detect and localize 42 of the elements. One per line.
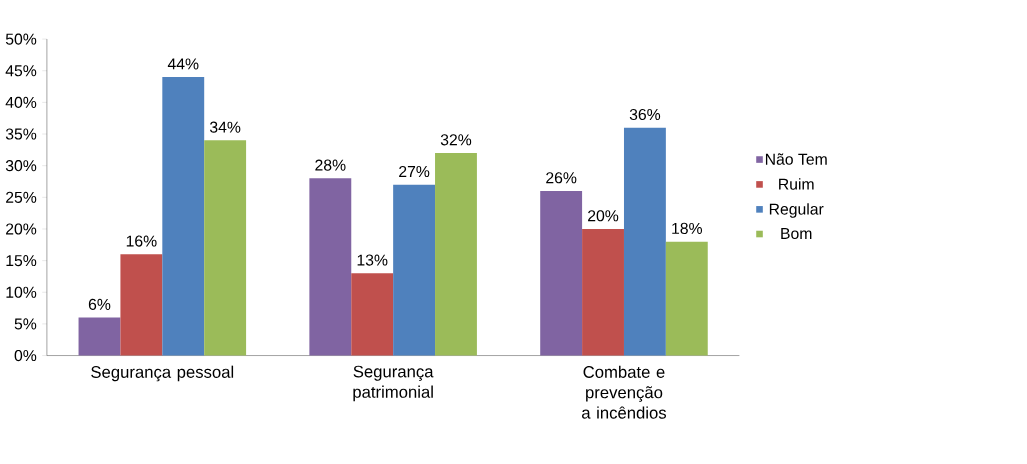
bar (351, 273, 394, 356)
legend-label: Bom (781, 227, 812, 239)
bar (78, 317, 121, 356)
y-tick-label: 10% (6, 286, 37, 298)
bar (435, 152, 477, 356)
bar (665, 241, 708, 356)
bar (120, 254, 163, 356)
y-tick-label: 15% (6, 254, 37, 266)
x-tick-label: Segurança patrimonial (353, 365, 434, 401)
bar (393, 184, 436, 356)
y-tick-label: 5% (14, 318, 37, 330)
legend-label: Ruim (779, 177, 814, 190)
data-label: 18% (672, 222, 703, 234)
data-label: 44% (167, 58, 199, 70)
y-tick-label: 40% (5, 96, 37, 108)
y-tick-label: 0% (14, 349, 37, 361)
y-tick-label: 25% (6, 191, 37, 203)
y-tick-label: 30% (5, 159, 37, 172)
data-label: 32% (440, 134, 472, 146)
legend-label: Não Tem (765, 153, 827, 165)
data-label: 27% (399, 165, 430, 177)
data-label: 16% (126, 235, 157, 247)
data-label: 13% (357, 254, 388, 266)
bar (540, 190, 583, 356)
x-tick-label: Segurança pessoal (91, 365, 234, 382)
data-label: 26% (546, 171, 577, 184)
bar (309, 178, 352, 356)
legend-label: Regular (769, 202, 824, 218)
bar (623, 127, 666, 356)
data-label: 6% (88, 298, 111, 310)
bar (582, 228, 624, 356)
data-label: 34% (209, 121, 241, 133)
data-label: 28% (315, 159, 346, 171)
y-tick-label: 50% (5, 33, 37, 45)
y-tick-label: 20% (6, 223, 37, 235)
bar (204, 140, 247, 356)
data-label: 36% (629, 108, 661, 120)
y-tick-label: 45% (5, 64, 37, 77)
bar (162, 76, 205, 356)
x-tick-label: Combate e prevenção a incêndios (582, 365, 667, 419)
data-label: 20% (588, 209, 619, 222)
y-tick-label: 35% (5, 128, 37, 140)
